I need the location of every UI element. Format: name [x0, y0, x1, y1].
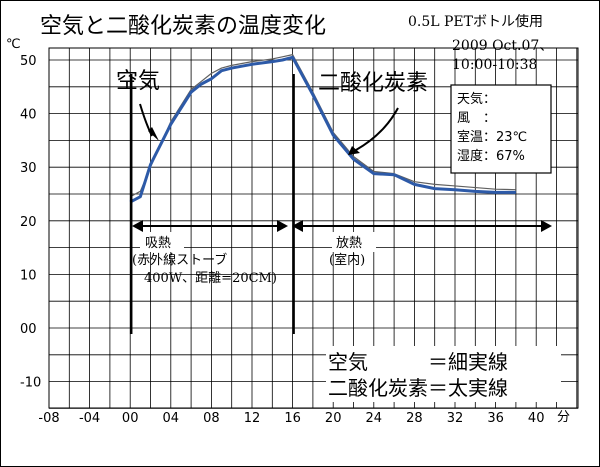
heat-release-label: 放熱 — [336, 236, 362, 251]
x-tick-label: 20 — [325, 411, 342, 426]
x-tick-label: 32 — [447, 411, 464, 426]
vertical-markers — [129, 74, 295, 334]
y-tick-label: 50 — [20, 54, 37, 69]
x-tick-label: -08 — [38, 411, 59, 426]
x-tick-label: 00 — [122, 411, 139, 426]
x-tick-label: 16 — [284, 411, 301, 426]
co2-pointer-arrowhead — [348, 146, 360, 155]
heat-absorb-arrow — [132, 220, 288, 232]
x-tick-label: 04 — [163, 411, 180, 426]
subtitle-line-1: 0.5L PETボトル使用 — [408, 13, 543, 30]
air-pointer-arrow — [139, 103, 153, 137]
co2-pointer-arrow — [355, 107, 399, 151]
legend-co2: 二酸化炭素＝太実線 — [328, 376, 508, 400]
y-tick-label: 40 — [20, 108, 37, 123]
heat-absorb-detail-1: (赤外線ストーブ — [132, 252, 227, 268]
y-tick-label: -10 — [20, 376, 41, 391]
x-tick-label: 08 — [203, 411, 220, 426]
subtitle-line-2: 2009 Oct.07、 — [452, 38, 553, 54]
y-tick-label: 20 — [20, 215, 37, 230]
humidity-line: 湿度：67% — [457, 148, 525, 164]
x-tick-label: -04 — [79, 411, 100, 426]
series-lines — [129, 54, 516, 204]
weather-box: 天気： 風 ： 室温：23℃ 湿度：67% — [450, 84, 552, 174]
heat-absorb-label: 吸熱 — [145, 236, 171, 251]
wind-line: 風 ： — [457, 111, 496, 126]
x-tick-label: 28 — [406, 411, 423, 426]
x-tick-label: 40 — [528, 411, 545, 426]
air-curve-label: 空気 — [116, 69, 160, 94]
heat-absorb-detail-2: 400W、距離=20CM) — [144, 271, 277, 286]
weather-line: 天気： — [457, 91, 496, 107]
heat-release-label-bg — [332, 232, 376, 252]
co2-curve-label: 二酸化炭素 — [318, 71, 428, 96]
room-temp-line: 室温：23℃ — [457, 129, 527, 145]
y-tick-label: 00 — [20, 322, 37, 337]
legend-bg — [326, 346, 561, 402]
axis-tick-labels: -08 -04 00 04 08 12 16 20 24 28 32 36 40 -10 00 10 20 30 4… — [20, 54, 544, 426]
series-line-co2 — [129, 55, 516, 204]
subtitle-line-3: 10:00-10:38 — [452, 57, 537, 73]
heat-release-detail: (室内) — [329, 252, 365, 268]
heat-release-arrow — [292, 220, 552, 232]
air-pointer-arrowhead — [148, 127, 159, 141]
chart-title: 空気と二酸化炭素の温度変化 — [40, 14, 326, 39]
x-unit-label: 分 — [557, 410, 570, 425]
legend-air: 空気 ＝細実線 — [328, 350, 508, 374]
plot-border — [48, 47, 579, 409]
y-tick-label: 10 — [20, 268, 37, 283]
x-tick-label: 36 — [487, 411, 504, 426]
x-tick-label: 24 — [366, 411, 383, 426]
y-tick-label: 30 — [20, 161, 37, 176]
x-tick-label: 12 — [244, 411, 261, 426]
y-unit-label: ℃ — [6, 37, 21, 52]
heat-absorb-label-bg — [140, 232, 184, 252]
